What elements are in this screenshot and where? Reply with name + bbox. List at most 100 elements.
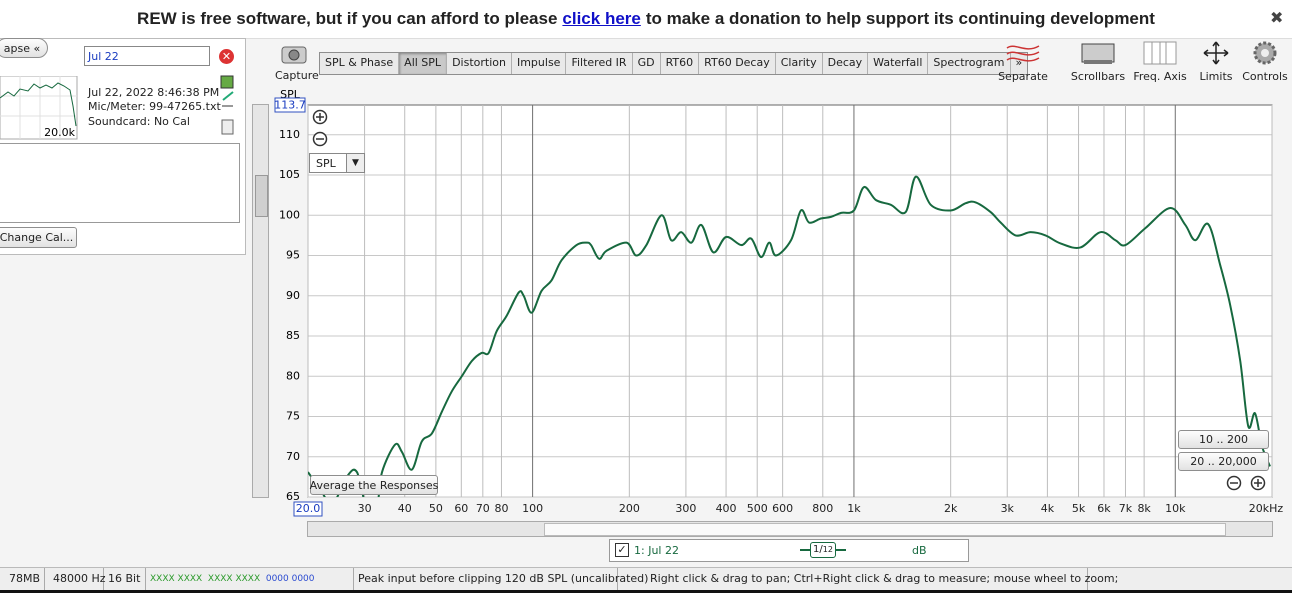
y-tick-label: 95 [286, 249, 300, 262]
graph-tab[interactable]: Filtered IR [566, 53, 633, 74]
graph-tab[interactable]: All SPL [399, 53, 448, 74]
spl-curve [308, 175, 1271, 497]
graph-tab[interactable]: Impulse [512, 53, 567, 74]
status-hint: Right click & drag to pan; Ctrl+Right cl… [618, 568, 1118, 591]
range-button[interactable]: 10 .. 200 [1178, 430, 1269, 449]
status-peak: Peak input before clipping 120 dB SPL (u… [354, 568, 648, 591]
legend-entry: 1: Jul 22 [634, 544, 679, 557]
status-level: 0000 0000 [265, 574, 315, 584]
graph-tab[interactable]: Decay [823, 53, 869, 74]
thumbnail: 20.0k [0, 76, 78, 140]
notes-box[interactable] [0, 143, 240, 223]
status-level: XXXX XXXX [150, 574, 203, 584]
toolbar-label: Freq. Axis [1133, 70, 1187, 83]
status-memory: 78MB [0, 568, 45, 591]
vertical-scrollbar[interactable] [252, 104, 269, 498]
y-tick-label: 105 [279, 168, 300, 181]
status-bar: 78MB 48000 Hz 16 Bit XXXX XXXX XXXX XXXX… [0, 567, 1292, 591]
y-max-label: 113.7 [274, 99, 306, 112]
ylim-box [274, 97, 306, 113]
average-button[interactable]: Average the Responses [310, 475, 438, 495]
scroll-thumb[interactable] [544, 523, 1226, 536]
x-tick-label: 20kHz [1249, 502, 1284, 515]
x-tick-label: 20.0 [296, 502, 321, 515]
horizontal-scrollbar[interactable] [307, 521, 1273, 537]
x-tick-label: 3k [1001, 502, 1015, 515]
measurement-name-field[interactable]: Jul 22 [84, 46, 210, 66]
x-tick-label: 400 [716, 502, 737, 515]
graph-selector[interactable]: SPL ▼ [309, 153, 365, 173]
scrollbars-button[interactable]: Scrollbars [1063, 40, 1133, 83]
thumbnail-label: 20.0k [44, 126, 75, 139]
y-tick-label: 85 [286, 329, 300, 342]
status-bits: 16 Bit [104, 568, 146, 591]
capture-icon[interactable] [279, 42, 309, 66]
graph-tab[interactable]: Distortion [447, 53, 512, 74]
selector-value: SPL [316, 157, 336, 170]
legend-checkbox[interactable]: ✓ [615, 543, 629, 557]
graph-tabs: SPL & Phase All SPL Distortion Impulse Filte… [319, 52, 1029, 75]
y-tick-label: 70 [286, 450, 300, 463]
status-level: XXXX XXXX [207, 574, 261, 584]
x-tick-label: 6k [1097, 502, 1111, 515]
legend-unit: dB [912, 544, 927, 557]
collapse-button[interactable]: apse « [0, 38, 48, 58]
range-button[interactable]: 20 .. 20,000 [1178, 452, 1269, 471]
toolbar-label: Limits [1199, 70, 1233, 83]
graph-tab[interactable]: Clarity [776, 53, 823, 74]
remove-measurement[interactable]: ✕ [219, 49, 234, 64]
y-tick-label: 75 [286, 410, 300, 423]
x-tick-label: 200 [619, 502, 640, 515]
grid [307, 105, 1273, 498]
toolbar-label: Scrollbars [1070, 70, 1126, 83]
toolbar-label: Separate [998, 70, 1048, 83]
y-tick-label: 110 [279, 128, 300, 141]
x-tick-label: 30 [358, 502, 372, 515]
change-cal-button[interactable]: Change Cal... [0, 227, 77, 248]
x-tick-label: 8k [1137, 502, 1151, 515]
x-tick-label: 60 [454, 502, 468, 515]
status-levels: XXXX XXXX XXXX XXXX 0000 0000 [146, 568, 354, 591]
measurement-soundcard: Soundcard: No Cal [88, 115, 190, 128]
banner-text: to make a donation to help support its c… [645, 9, 1155, 28]
x-tick-label: 4k [1041, 502, 1055, 515]
x-tick-label: 80 [494, 502, 508, 515]
smoothing-num: 1 [813, 544, 820, 555]
x-tick-label: 50 [429, 502, 443, 515]
donation-link[interactable]: click here [562, 9, 641, 28]
close-banner[interactable]: ✖ [1270, 8, 1284, 27]
y-tick-label: 80 [286, 369, 300, 382]
limits-button[interactable]: Limits [1181, 40, 1251, 83]
plot-area [307, 104, 1273, 498]
graph-tab[interactable]: Spectrogram [928, 53, 1011, 74]
freq-axis-button[interactable]: Freq. Axis [1125, 40, 1195, 83]
x-tick-label: 10k [1165, 502, 1186, 515]
measurement-date: Jul 22, 2022 8:46:38 PM [88, 86, 220, 99]
zoom-controls[interactable] [311, 109, 331, 151]
x-tick-label: 7k [1119, 502, 1133, 515]
xlim-box [293, 501, 323, 517]
y-tick-label: 100 [279, 208, 300, 221]
graph-tab[interactable]: GD [633, 53, 661, 74]
more-tabs[interactable]: » [1015, 56, 1023, 69]
graph-tab[interactable]: RT60 [661, 53, 700, 74]
controls-button[interactable]: Controls [1230, 40, 1292, 83]
x-tick-label: 70 [476, 502, 490, 515]
smoothing[interactable]: 1/12 [810, 542, 836, 558]
capture-label: Capture [275, 69, 319, 82]
button-label: apse [3, 41, 30, 55]
panel-icons[interactable] [219, 74, 237, 136]
graph-tab[interactable]: Waterfall [868, 53, 929, 74]
x-tick-label: 5k [1072, 502, 1086, 515]
graph-tab[interactable]: RT60 Decay [699, 53, 776, 74]
scroll-thumb[interactable] [255, 175, 268, 217]
x-tick-label: 1k [847, 502, 861, 515]
separate-button[interactable]: Separate [988, 40, 1058, 83]
graph-tab[interactable]: SPL & Phase [320, 53, 400, 74]
x-tick-label: 600 [772, 502, 793, 515]
banner-text: REW is free software, but if you can aff… [137, 9, 558, 28]
bottom-edge [0, 590, 1292, 593]
x-zoom-controls[interactable] [1225, 474, 1269, 492]
